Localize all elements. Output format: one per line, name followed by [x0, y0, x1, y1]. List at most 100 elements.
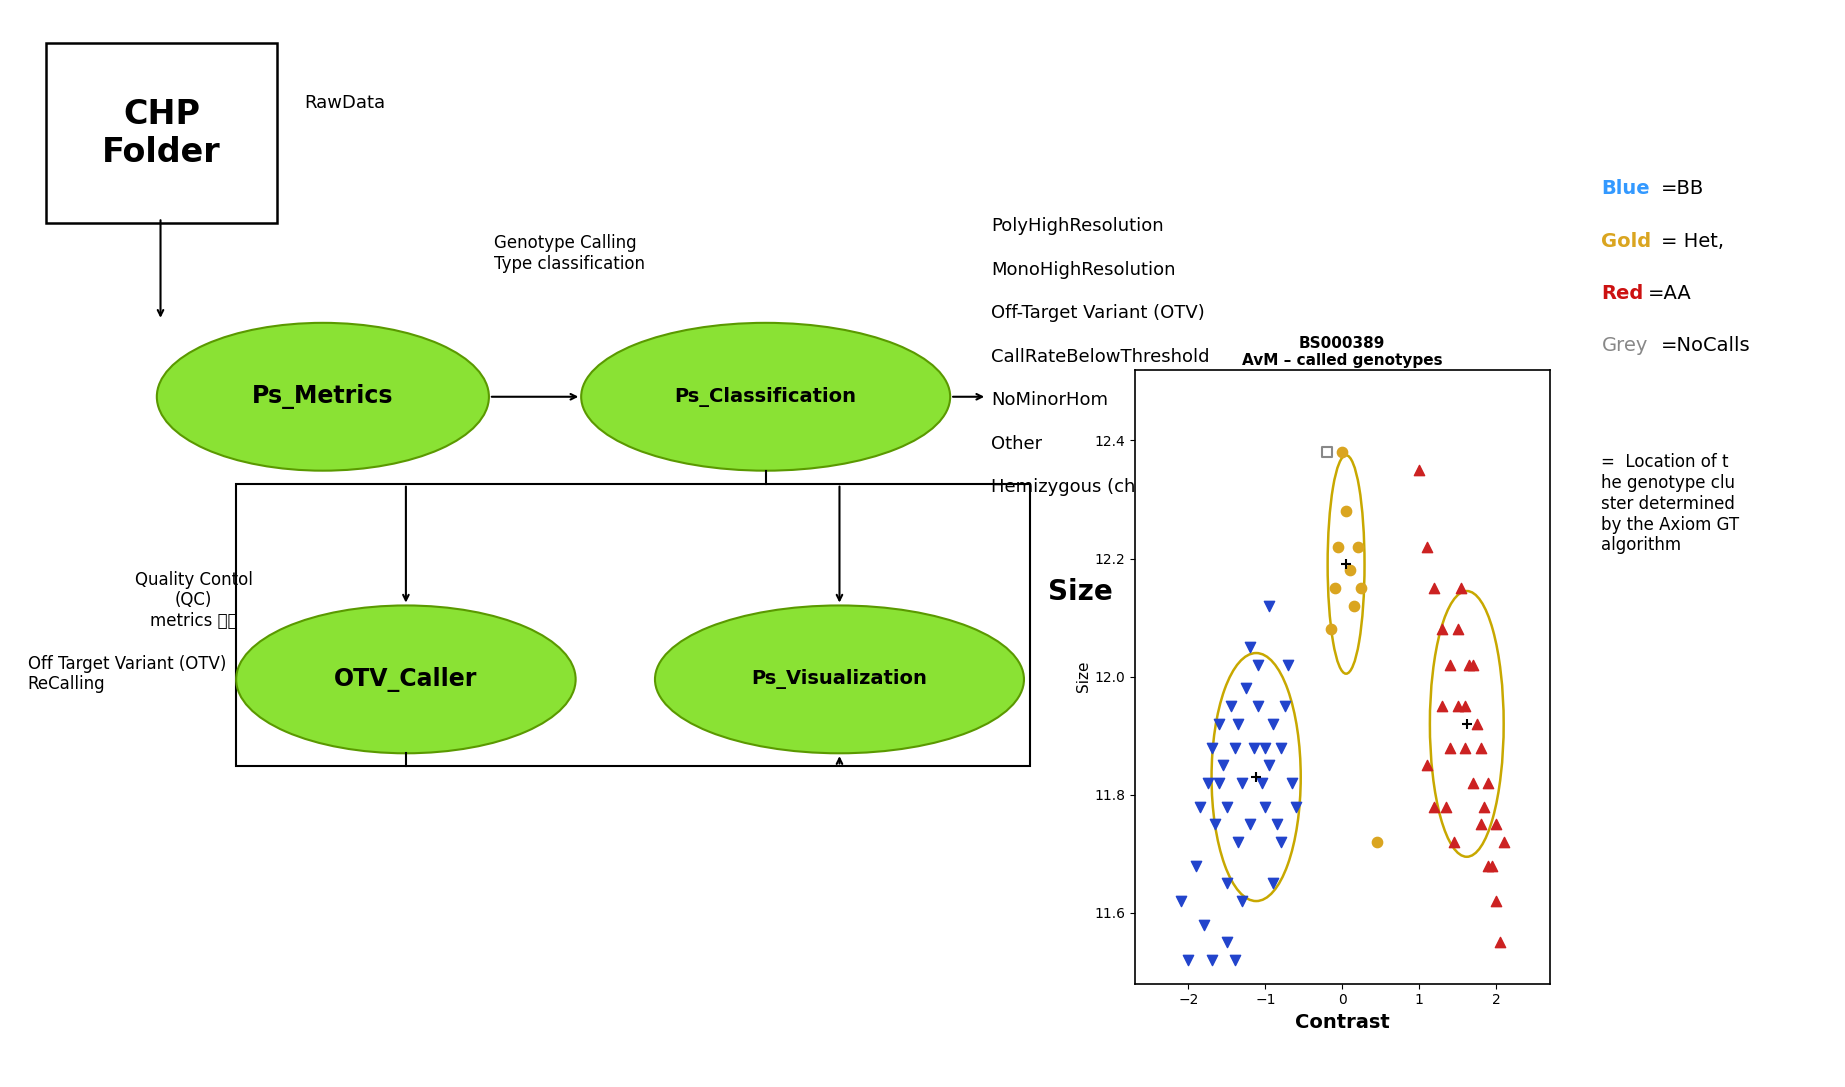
Text: = Het,: = Het, — [1660, 232, 1723, 250]
FancyBboxPatch shape — [46, 43, 277, 223]
Text: MonoHighResolution: MonoHighResolution — [991, 261, 1175, 279]
Point — [1223, 715, 1253, 733]
Text: Ps_Visualization: Ps_Visualization — [751, 670, 928, 689]
Point — [1205, 715, 1234, 733]
Point — [1315, 621, 1345, 638]
Point — [1227, 892, 1256, 910]
Text: =  Location of t
he genotype clu
ster determined
by the Axiom GT
algorithm: = Location of t he genotype clu ster det… — [1601, 453, 1740, 554]
Point — [1227, 774, 1256, 791]
Text: NoMinorHom: NoMinorHom — [991, 391, 1107, 410]
Point — [1244, 657, 1273, 674]
Point — [1244, 698, 1273, 715]
Text: Grey: Grey — [1601, 336, 1648, 354]
Text: RawData: RawData — [304, 95, 386, 112]
Title: BS000389
AvM – called genotypes: BS000389 AvM – called genotypes — [1242, 336, 1443, 368]
Point — [1435, 739, 1465, 757]
Text: Ps_Classification: Ps_Classification — [675, 387, 856, 407]
Point — [1482, 892, 1511, 910]
Point — [1446, 579, 1476, 597]
Point — [1319, 579, 1349, 597]
Point — [1220, 739, 1249, 757]
Point — [1485, 934, 1515, 951]
Point — [1269, 698, 1299, 715]
Point — [1411, 757, 1441, 774]
Point — [1454, 657, 1483, 674]
Point — [1474, 857, 1504, 874]
Point — [1439, 834, 1469, 851]
Point — [1421, 798, 1450, 815]
Point — [1478, 857, 1507, 874]
Point — [1212, 934, 1242, 951]
Point — [1255, 597, 1284, 614]
Point — [1247, 774, 1277, 791]
Point — [1312, 443, 1341, 461]
Point — [1251, 739, 1280, 757]
Text: Hemizygous (chrY/chrW/Mito SNPs): Hemizygous (chrY/chrW/Mito SNPs) — [991, 478, 1308, 497]
X-axis label: Contrast: Contrast — [1295, 1013, 1389, 1032]
Text: Gold: Gold — [1601, 232, 1651, 250]
Point — [1339, 597, 1369, 614]
Point — [1216, 698, 1245, 715]
Text: OTV_Caller: OTV_Caller — [334, 667, 478, 691]
Text: =AA: =AA — [1648, 284, 1692, 302]
Point — [1404, 461, 1434, 478]
Text: CHP
Folder: CHP Folder — [101, 98, 221, 168]
Point — [1443, 621, 1472, 638]
Point — [1262, 815, 1291, 833]
Text: Off Target Variant (OTV)
ReCalling: Off Target Variant (OTV) ReCalling — [28, 654, 227, 694]
Point — [1231, 679, 1260, 697]
Text: Genotype Calling
Type classification: Genotype Calling Type classification — [494, 234, 646, 273]
Point — [1205, 774, 1234, 791]
Point — [1194, 774, 1223, 791]
Point — [1458, 657, 1487, 674]
Point — [1266, 739, 1295, 757]
Point — [1188, 916, 1218, 934]
Point — [1323, 538, 1352, 555]
Point — [1258, 875, 1288, 892]
Point — [1470, 798, 1500, 815]
Point — [1212, 875, 1242, 892]
Point — [1273, 657, 1303, 674]
Point — [1465, 739, 1494, 757]
Point — [1166, 892, 1196, 910]
Point — [1428, 698, 1458, 715]
Point — [1347, 579, 1376, 597]
Point — [1240, 739, 1269, 757]
Point — [1201, 815, 1231, 833]
Bar — [236, 484, 1030, 766]
Point — [1362, 834, 1391, 851]
Point — [1266, 834, 1295, 851]
Ellipse shape — [157, 323, 489, 471]
Point — [1236, 638, 1266, 655]
Point — [1458, 774, 1487, 791]
Point — [1443, 698, 1472, 715]
Point — [1208, 757, 1238, 774]
Point — [1465, 815, 1494, 833]
Point — [1474, 774, 1504, 791]
Point — [1489, 834, 1518, 851]
Point — [1197, 951, 1227, 969]
Text: Quality Contol
(QC)
metrics 생성: Quality Contol (QC) metrics 생성 — [135, 571, 253, 630]
Point — [1255, 757, 1284, 774]
Point — [1428, 621, 1458, 638]
Text: Blue: Blue — [1601, 179, 1649, 198]
Text: Red: Red — [1601, 284, 1644, 302]
Point — [1332, 502, 1362, 520]
Text: CallRateBelowThreshold: CallRateBelowThreshold — [991, 348, 1208, 366]
Point — [1277, 774, 1306, 791]
Point — [1173, 951, 1203, 969]
Point — [1450, 698, 1480, 715]
Point — [1197, 739, 1227, 757]
Point — [1236, 815, 1266, 833]
Text: PolyHighResolution: PolyHighResolution — [991, 217, 1164, 236]
Point — [1181, 857, 1210, 874]
Point — [1280, 798, 1310, 815]
Y-axis label: Size: Size — [1076, 661, 1090, 692]
Point — [1327, 443, 1356, 461]
Text: =NoCalls: =NoCalls — [1660, 336, 1751, 354]
Point — [1212, 798, 1242, 815]
Point — [1336, 562, 1365, 579]
Point — [1432, 798, 1461, 815]
Point — [1184, 798, 1214, 815]
Point — [1343, 538, 1373, 555]
